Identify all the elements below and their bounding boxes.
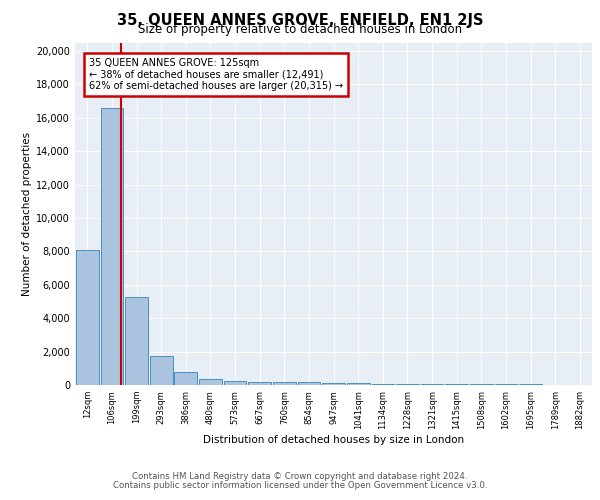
Text: 35 QUEEN ANNES GROVE: 125sqm
← 38% of detached houses are smaller (12,491)
62% o: 35 QUEEN ANNES GROVE: 125sqm ← 38% of de… <box>89 58 343 90</box>
Bar <box>371 384 394 385</box>
Bar <box>175 372 197 385</box>
Bar <box>347 384 370 385</box>
Bar <box>273 382 296 385</box>
Bar <box>199 379 222 385</box>
Bar <box>76 250 98 385</box>
Bar <box>248 382 271 385</box>
Bar <box>322 383 345 385</box>
Text: Contains HM Land Registry data © Crown copyright and database right 2024.: Contains HM Land Registry data © Crown c… <box>132 472 468 481</box>
Bar <box>445 384 468 385</box>
Bar <box>298 382 320 385</box>
Bar <box>470 384 493 385</box>
Bar <box>224 381 247 385</box>
X-axis label: Distribution of detached houses by size in London: Distribution of detached houses by size … <box>203 434 464 444</box>
Text: Size of property relative to detached houses in London: Size of property relative to detached ho… <box>138 24 462 36</box>
Bar <box>396 384 419 385</box>
Bar <box>150 356 173 385</box>
Text: Contains public sector information licensed under the Open Government Licence v3: Contains public sector information licen… <box>113 481 487 490</box>
Bar <box>101 108 123 385</box>
Bar <box>519 384 542 385</box>
Bar <box>494 384 517 385</box>
Bar <box>125 298 148 385</box>
Y-axis label: Number of detached properties: Number of detached properties <box>22 132 32 296</box>
Text: 35, QUEEN ANNES GROVE, ENFIELD, EN1 2JS: 35, QUEEN ANNES GROVE, ENFIELD, EN1 2JS <box>117 12 483 28</box>
Bar <box>421 384 443 385</box>
